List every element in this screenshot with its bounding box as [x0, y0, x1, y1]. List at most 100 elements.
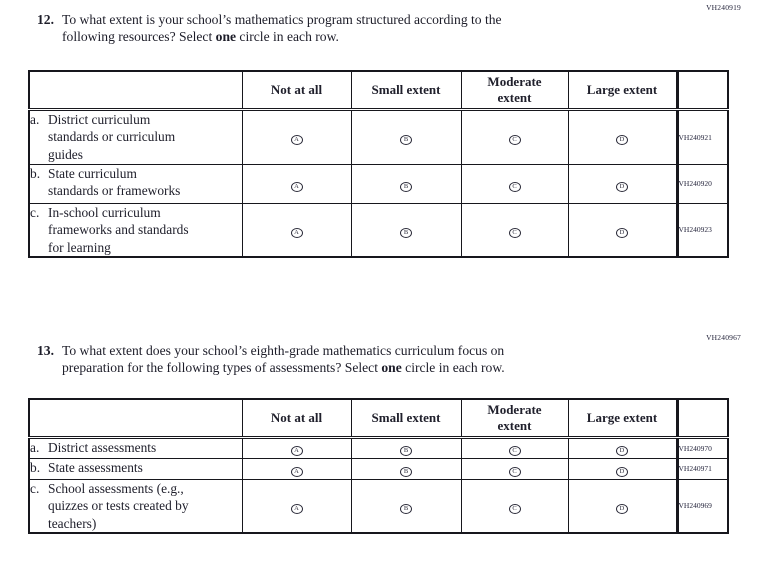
row-letter: b. — [30, 459, 41, 475]
option-cell: D — [567, 478, 678, 534]
header-row: Not at all Small extent Moderate extent … — [28, 70, 729, 111]
option-bubble-moderate-extent[interactable]: C — [508, 504, 521, 514]
option-cell: D — [567, 163, 678, 204]
column-header-label: Large extent — [586, 81, 658, 97]
code-column-header — [675, 70, 729, 111]
option-bubble-moderate-extent[interactable]: C — [508, 466, 521, 477]
option-cell: C — [460, 457, 569, 480]
variable-code: VH240921 — [675, 108, 729, 165]
option-cell: B — [350, 108, 462, 165]
bubble-letter: C — [512, 504, 517, 512]
row-letter: a. — [30, 439, 40, 455]
header-row: Not at all Small extent Moderate extent … — [28, 398, 729, 439]
option-bubble-small-extent[interactable]: B — [400, 228, 412, 238]
column-header-small-extent: Small extent — [350, 398, 462, 439]
bubble-letter: A — [294, 228, 299, 236]
option-bubble-large-extent[interactable]: D — [616, 504, 628, 514]
variable-code: VH240971 — [675, 457, 729, 480]
option-bubble-not-at-all[interactable]: A — [290, 504, 303, 514]
bubble-letter: A — [294, 447, 299, 454]
option-bubble-small-extent[interactable]: B — [400, 181, 412, 192]
option-bubble-moderate-extent[interactable]: C — [508, 181, 521, 192]
question-number: 12. — [37, 12, 54, 27]
option-cell: C — [460, 108, 569, 165]
bubble-letter: C — [512, 136, 517, 143]
option-bubble-not-at-all[interactable]: A — [290, 228, 303, 238]
row-letter: c. — [30, 204, 40, 220]
option-cell: B — [350, 457, 462, 480]
question-line-2: following resources? Select — [62, 29, 216, 44]
variable-code-text: VH240970 — [678, 443, 712, 453]
row-letter: b. — [30, 165, 41, 181]
option-cell: C — [460, 163, 569, 204]
option-cell: B — [350, 478, 462, 534]
option-bubble-small-extent[interactable]: B — [400, 446, 412, 457]
option-bubble-not-at-all[interactable]: A — [290, 466, 303, 477]
option-cell: A — [241, 436, 352, 459]
row-label: School assessments (e.g., quizzes or tes… — [48, 480, 189, 531]
option-bubble-small-extent[interactable]: B — [400, 504, 412, 514]
column-header-not-at-all: Not at all — [241, 398, 352, 439]
option-cell: C — [460, 202, 569, 258]
variable-code-text: VH240971 — [678, 464, 712, 473]
option-bubble-large-extent[interactable]: D — [616, 228, 628, 238]
column-header-label: Small extent — [371, 81, 441, 97]
option-bubble-not-at-all[interactable]: A — [290, 135, 303, 146]
option-bubble-large-extent[interactable]: D — [616, 181, 628, 192]
question-12: 12. To what extent is your school’s math… — [37, 11, 652, 45]
bubble-letter: C — [512, 447, 517, 454]
bubble-letter: D — [619, 228, 625, 236]
option-bubble-moderate-extent[interactable]: C — [508, 135, 521, 146]
code-column-header — [675, 398, 729, 439]
question-line-2-end: circle in each row. — [236, 29, 339, 44]
option-cell: C — [460, 478, 569, 534]
option-cell: A — [241, 457, 352, 480]
bubble-letter: B — [403, 447, 409, 454]
option-bubble-moderate-extent[interactable]: C — [508, 446, 521, 457]
variable-code-q13: VH240967 — [706, 333, 741, 342]
question-13: 13. To what extent does your school’s ei… — [37, 342, 677, 376]
option-bubble-large-extent[interactable]: D — [616, 446, 628, 457]
variable-code: VH240969 — [675, 478, 729, 534]
option-cell: A — [241, 108, 352, 165]
bubble-letter: C — [512, 467, 517, 475]
bubble-letter: D — [619, 504, 625, 512]
table-row: b. State curriculum standards or framewor… — [28, 163, 729, 204]
bubble-letter: A — [294, 182, 299, 190]
bubble-letter: D — [619, 182, 625, 190]
column-header-not-at-all: Not at all — [241, 70, 352, 111]
variable-code: VH240970 — [675, 436, 729, 459]
row-label-cell: b. State curriculum standards or framewor… — [28, 163, 243, 204]
row-label: District assessments — [48, 439, 157, 455]
option-bubble-not-at-all[interactable]: A — [290, 181, 303, 192]
option-cell: A — [241, 202, 352, 258]
option-bubble-small-extent[interactable]: B — [400, 466, 412, 477]
option-cell: D — [567, 436, 678, 459]
row-label-cell: b. State assessments — [28, 457, 243, 480]
option-cell: D — [567, 202, 678, 258]
option-cell: D — [567, 457, 678, 480]
option-bubble-large-extent[interactable]: D — [616, 135, 628, 146]
table-row: b. State assessments A B C D VH240971 — [28, 457, 729, 480]
question-line-1: To what extent does your school’s eighth… — [62, 343, 505, 358]
row-label: In-school curriculum frameworks and stan… — [48, 204, 189, 255]
bubble-letter: B — [403, 467, 409, 475]
option-cell: A — [241, 478, 352, 534]
question-line-2-end: circle in each row. — [401, 360, 505, 375]
column-header-moderate-extent: Moderate extent — [460, 398, 569, 439]
option-cell: B — [350, 163, 462, 204]
table-row: c. School assessments (e.g., quizzes or t… — [28, 478, 729, 534]
option-bubble-large-extent[interactable]: D — [616, 466, 628, 477]
question-13-table: Not at all Small extent Moderate extent … — [28, 398, 729, 534]
column-header-large-extent: Large extent — [567, 70, 678, 111]
bubble-letter: C — [512, 228, 517, 236]
option-bubble-small-extent[interactable]: B — [400, 135, 412, 146]
option-cell: B — [350, 436, 462, 459]
bubble-letter: A — [294, 504, 299, 512]
variable-code-text: VH240969 — [678, 501, 712, 511]
row-label-cell: a. District curriculum standards or curri… — [28, 108, 243, 165]
variable-code: VH240920 — [675, 163, 729, 204]
option-bubble-moderate-extent[interactable]: C — [508, 228, 521, 238]
option-bubble-not-at-all[interactable]: A — [290, 446, 303, 457]
